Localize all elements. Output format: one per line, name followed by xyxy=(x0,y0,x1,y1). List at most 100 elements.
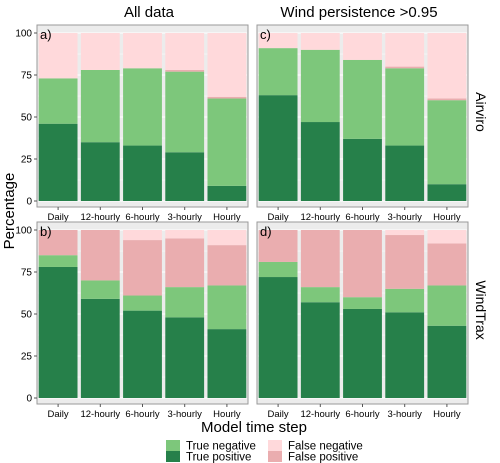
y-axis-title: Percentage xyxy=(1,173,18,250)
bar-b-hourly-false-positive xyxy=(207,245,247,286)
bar-a-3-hourly-false-positive xyxy=(165,69,205,72)
bar-c-6-hourly-false-negative xyxy=(343,33,382,60)
bar-d-hourly-true-positive xyxy=(427,325,467,398)
x-tick-label-c-3-hourly: 3-hourly xyxy=(388,212,423,223)
legend-key-true-positive xyxy=(166,451,180,462)
x-tick-label-d-6-hourly: 6-hourly xyxy=(345,409,380,420)
bar-b-12-hourly-true-positive xyxy=(80,298,120,398)
bar-b-3-hourly-true-positive xyxy=(165,317,205,398)
bar-b-daily-true-positive xyxy=(38,266,78,398)
bar-d-daily-true-negative xyxy=(258,261,298,278)
x-axis-title: Model time step xyxy=(201,419,307,436)
bar-d-3-hourly-false-negative xyxy=(385,230,425,236)
bar-d-6-hourly-true-positive xyxy=(343,308,382,398)
legend: True negative False negative True positi… xyxy=(166,440,363,463)
bar-c-6-hourly-true-positive xyxy=(343,138,382,201)
bar-d-12-hourly-true-positive xyxy=(300,302,340,398)
bar-b-hourly-false-negative xyxy=(207,230,247,246)
bar-c-3-hourly-false-positive xyxy=(385,66,425,69)
bar-a-hourly-false-positive xyxy=(207,96,247,99)
bar-c-3-hourly-false-negative xyxy=(385,33,425,67)
bar-b-6-hourly-false-negative xyxy=(123,230,162,241)
x-tick-label-b-3-hourly: 3-hourly xyxy=(168,409,203,420)
bar-a-3-hourly-false-negative xyxy=(165,33,205,70)
bar-d-12-hourly-false-positive xyxy=(300,230,340,288)
x-tick-label-a-daily: Daily xyxy=(48,212,69,223)
legend-key-false-positive xyxy=(268,451,282,462)
bar-b-6-hourly-true-positive xyxy=(123,310,162,398)
x-tick-label-a-12-hourly: 12-hourly xyxy=(80,212,120,223)
y-tick-label-a: 100 xyxy=(15,29,32,40)
bar-c-daily-true-negative xyxy=(258,48,298,96)
bar-d-3-hourly-false-positive xyxy=(385,235,425,289)
bar-d-daily-true-positive xyxy=(258,277,298,398)
bar-d-3-hourly-true-positive xyxy=(385,312,425,398)
bar-a-hourly-false-negative xyxy=(207,33,247,97)
bar-d-3-hourly-true-negative xyxy=(385,288,425,313)
y-tick-label-b: 0 xyxy=(26,394,32,405)
x-tick-label-d-daily: Daily xyxy=(268,409,289,420)
column-title-all-data: All data xyxy=(124,4,175,21)
bar-c-hourly-false-negative xyxy=(427,33,467,99)
y-tick-label-b: 75 xyxy=(21,268,33,279)
y-tick-label-a: 75 xyxy=(21,71,33,82)
row-label-airviro: Airviro xyxy=(473,92,489,132)
legend-label-false-negative: False negative xyxy=(288,441,363,453)
x-tick-label-b-hourly: Hourly xyxy=(213,409,241,420)
bar-c-hourly-true-positive xyxy=(427,184,467,201)
x-tick-label-a-6-hourly: 6-hourly xyxy=(125,212,160,223)
legend-label-false-positive: False positive xyxy=(288,452,358,463)
bar-b-3-hourly-false-positive xyxy=(165,238,205,288)
panel-c-tag: c) xyxy=(260,27,271,42)
bar-c-3-hourly-true-negative xyxy=(385,68,425,146)
bar-a-12-hourly-false-negative xyxy=(80,33,120,70)
bar-b-12-hourly-false-positive xyxy=(80,230,120,281)
bar-a-hourly-true-positive xyxy=(207,185,247,201)
x-tick-label-c-12-hourly: 12-hourly xyxy=(300,212,340,223)
legend-label-true-positive: True positive xyxy=(186,452,251,463)
column-title-wind-persistence: Wind persistence >0.95 xyxy=(280,4,437,21)
row-label-windtrax: WindTrax xyxy=(473,280,489,339)
bar-a-daily-false-negative xyxy=(38,33,78,79)
legend-key-false-negative xyxy=(268,440,282,451)
bar-a-6-hourly-true-positive xyxy=(123,145,162,201)
bar-d-6-hourly-false-positive xyxy=(343,230,382,298)
bar-c-12-hourly-true-negative xyxy=(300,49,340,123)
y-tick-label-a: 0 xyxy=(26,197,32,208)
bar-a-3-hourly-true-negative xyxy=(165,71,205,153)
bar-a-12-hourly-true-negative xyxy=(80,69,120,143)
bar-d-hourly-true-negative xyxy=(427,285,467,326)
x-tick-label-a-hourly: Hourly xyxy=(213,212,241,223)
bar-c-6-hourly-true-negative xyxy=(343,59,382,139)
bar-a-3-hourly-true-positive xyxy=(165,152,205,201)
bar-b-3-hourly-true-negative xyxy=(165,287,205,318)
bar-b-6-hourly-false-positive xyxy=(123,240,162,296)
bar-b-daily-false-positive xyxy=(38,230,78,256)
x-tick-label-d-3-hourly: 3-hourly xyxy=(388,409,423,420)
bar-a-daily-true-positive xyxy=(38,123,78,201)
x-tick-label-a-3-hourly: 3-hourly xyxy=(168,212,203,223)
x-tick-label-b-daily: Daily xyxy=(48,409,69,420)
panel-d-tag: d) xyxy=(260,224,272,239)
bar-c-12-hourly-true-positive xyxy=(300,122,340,201)
bar-b-3-hourly-false-negative xyxy=(165,230,205,239)
x-tick-label-c-6-hourly: 6-hourly xyxy=(345,212,380,223)
x-tick-label-d-hourly: Hourly xyxy=(433,409,461,420)
y-tick-label-a: 50 xyxy=(21,113,33,124)
bar-b-12-hourly-true-negative xyxy=(80,280,120,299)
bar-c-12-hourly-false-negative xyxy=(300,33,340,50)
bar-b-hourly-true-negative xyxy=(207,285,247,330)
y-tick-label-b: 100 xyxy=(15,226,32,237)
x-tick-label-d-12-hourly: 12-hourly xyxy=(300,409,340,420)
panels-group: a) 0 25 50 75 100 Daily 12-hourly 6-hourly 3-hour… xyxy=(15,24,469,420)
bar-c-3-hourly-true-positive xyxy=(385,145,425,201)
x-tick-label-b-6-hourly: 6-hourly xyxy=(125,409,160,420)
bar-c-daily-true-positive xyxy=(258,95,298,201)
bar-d-6-hourly-true-negative xyxy=(343,297,382,309)
bar-b-daily-true-negative xyxy=(38,255,78,267)
bar-d-12-hourly-true-negative xyxy=(300,287,340,303)
bar-a-daily-true-negative xyxy=(38,78,78,124)
bar-a-6-hourly-true-negative xyxy=(123,68,162,146)
bar-c-hourly-false-positive xyxy=(427,98,467,101)
